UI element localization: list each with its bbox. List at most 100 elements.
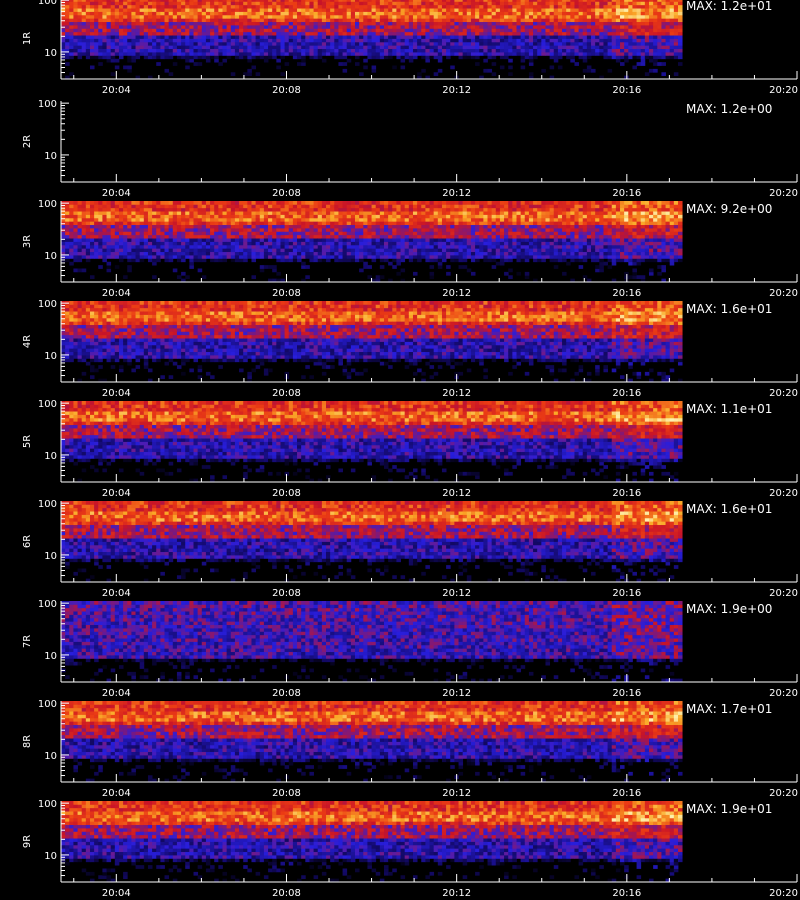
heatmap-cell bbox=[517, 272, 522, 276]
heatmap-cell bbox=[98, 32, 103, 36]
heatmap-cell bbox=[446, 28, 451, 32]
heatmap-cell bbox=[388, 39, 393, 43]
heatmap-cell bbox=[86, 248, 91, 252]
heatmap-cell bbox=[442, 258, 447, 262]
heatmap-cell bbox=[214, 59, 219, 63]
heatmap-cell bbox=[185, 255, 190, 259]
heatmap-cell bbox=[471, 248, 476, 252]
heatmap-cell bbox=[413, 238, 418, 242]
heatmap-cell bbox=[628, 12, 633, 16]
heatmap-cell bbox=[438, 204, 443, 208]
heatmap-cell bbox=[421, 8, 426, 12]
heatmap-cell bbox=[438, 225, 443, 229]
heatmap-cell bbox=[202, 275, 207, 279]
heatmap-cell bbox=[363, 245, 368, 249]
heatmap-cell bbox=[450, 22, 455, 26]
heatmap-cell bbox=[181, 39, 186, 43]
heatmap-cell bbox=[421, 231, 426, 235]
heatmap-cell bbox=[603, 28, 608, 32]
heatmap-cell bbox=[338, 55, 343, 59]
heatmap-cell bbox=[73, 215, 78, 219]
heatmap-cell bbox=[214, 238, 219, 242]
heatmap-cell bbox=[525, 245, 530, 249]
heatmap-cell bbox=[517, 245, 522, 249]
heatmap-cell bbox=[372, 25, 377, 29]
heatmap-cell bbox=[297, 221, 302, 225]
heatmap-cell bbox=[260, 242, 265, 246]
heatmap-cell bbox=[545, 39, 550, 43]
heatmap-cell bbox=[194, 204, 199, 208]
heatmap-cell bbox=[438, 28, 443, 32]
heatmap-cell bbox=[492, 1, 497, 5]
heatmap-cell bbox=[198, 25, 203, 29]
heatmap-cell bbox=[409, 42, 414, 46]
heatmap-cell bbox=[268, 208, 273, 212]
heatmap-cell bbox=[160, 32, 165, 36]
heatmap-cell bbox=[372, 242, 377, 246]
heatmap-cell bbox=[272, 28, 277, 32]
heatmap-cell bbox=[202, 55, 207, 59]
heatmap-cell bbox=[434, 238, 439, 242]
heatmap-cell bbox=[541, 28, 546, 32]
heatmap-cell bbox=[86, 39, 91, 43]
heatmap-cell bbox=[289, 8, 294, 12]
heatmap-cell bbox=[657, 25, 662, 29]
heatmap-cell bbox=[268, 55, 273, 59]
heatmap-cell bbox=[359, 221, 364, 225]
heatmap-cell bbox=[471, 22, 476, 26]
heatmap-cell bbox=[372, 225, 377, 229]
heatmap-cell bbox=[488, 238, 493, 242]
heatmap-cell bbox=[624, 35, 629, 39]
heatmap-cell bbox=[189, 204, 194, 208]
heatmap-cell bbox=[136, 235, 141, 239]
heatmap-cell bbox=[235, 255, 240, 259]
heatmap-cell bbox=[384, 55, 389, 59]
heatmap-cell bbox=[152, 228, 157, 232]
heatmap-cell bbox=[454, 208, 459, 212]
heatmap-cell bbox=[309, 22, 314, 26]
heatmap-cell bbox=[202, 45, 207, 49]
heatmap-cell bbox=[413, 201, 418, 205]
heatmap-cell bbox=[529, 242, 534, 246]
heatmap-cell bbox=[264, 245, 269, 249]
heatmap-cell bbox=[384, 252, 389, 256]
heatmap-cell bbox=[231, 208, 236, 212]
heatmap-cell bbox=[653, 25, 658, 29]
heatmap-cell bbox=[459, 18, 464, 22]
heatmap-cell bbox=[438, 215, 443, 219]
heatmap-cell bbox=[628, 35, 633, 39]
heatmap-cell bbox=[512, 218, 517, 222]
heatmap-cell bbox=[330, 1, 335, 5]
heatmap-cell bbox=[517, 215, 522, 219]
heatmap-cell bbox=[218, 242, 223, 246]
heatmap-cell bbox=[318, 252, 323, 256]
heatmap-cell bbox=[612, 45, 617, 49]
heatmap-cell bbox=[173, 22, 178, 26]
heatmap-cell bbox=[156, 49, 161, 53]
heatmap-cell bbox=[156, 245, 161, 249]
heatmap-cell bbox=[475, 15, 480, 19]
heatmap-cell bbox=[181, 18, 186, 22]
heatmap-cell bbox=[504, 215, 509, 219]
heatmap-cell bbox=[413, 35, 418, 39]
heatmap-cell bbox=[239, 8, 244, 12]
heatmap-cell bbox=[517, 238, 522, 242]
heatmap-cell bbox=[438, 18, 443, 22]
heatmap-cell bbox=[123, 42, 128, 46]
heatmap-cell bbox=[678, 49, 683, 53]
heatmap-cell bbox=[521, 22, 526, 26]
heatmap-cell bbox=[280, 221, 285, 225]
heatmap-cell bbox=[376, 248, 381, 252]
heatmap-cell bbox=[641, 28, 646, 32]
heatmap-cell bbox=[645, 28, 650, 32]
heatmap-cell bbox=[367, 45, 372, 49]
heatmap-cell bbox=[392, 221, 397, 225]
heatmap-cell bbox=[194, 55, 199, 59]
heatmap-cell bbox=[603, 0, 608, 2]
heatmap-cell bbox=[65, 238, 70, 242]
heatmap-cell bbox=[595, 15, 600, 19]
heatmap-cell bbox=[276, 235, 281, 239]
heatmap-cell bbox=[558, 15, 563, 19]
heatmap-cell bbox=[189, 18, 194, 22]
heatmap-cell bbox=[251, 45, 256, 49]
